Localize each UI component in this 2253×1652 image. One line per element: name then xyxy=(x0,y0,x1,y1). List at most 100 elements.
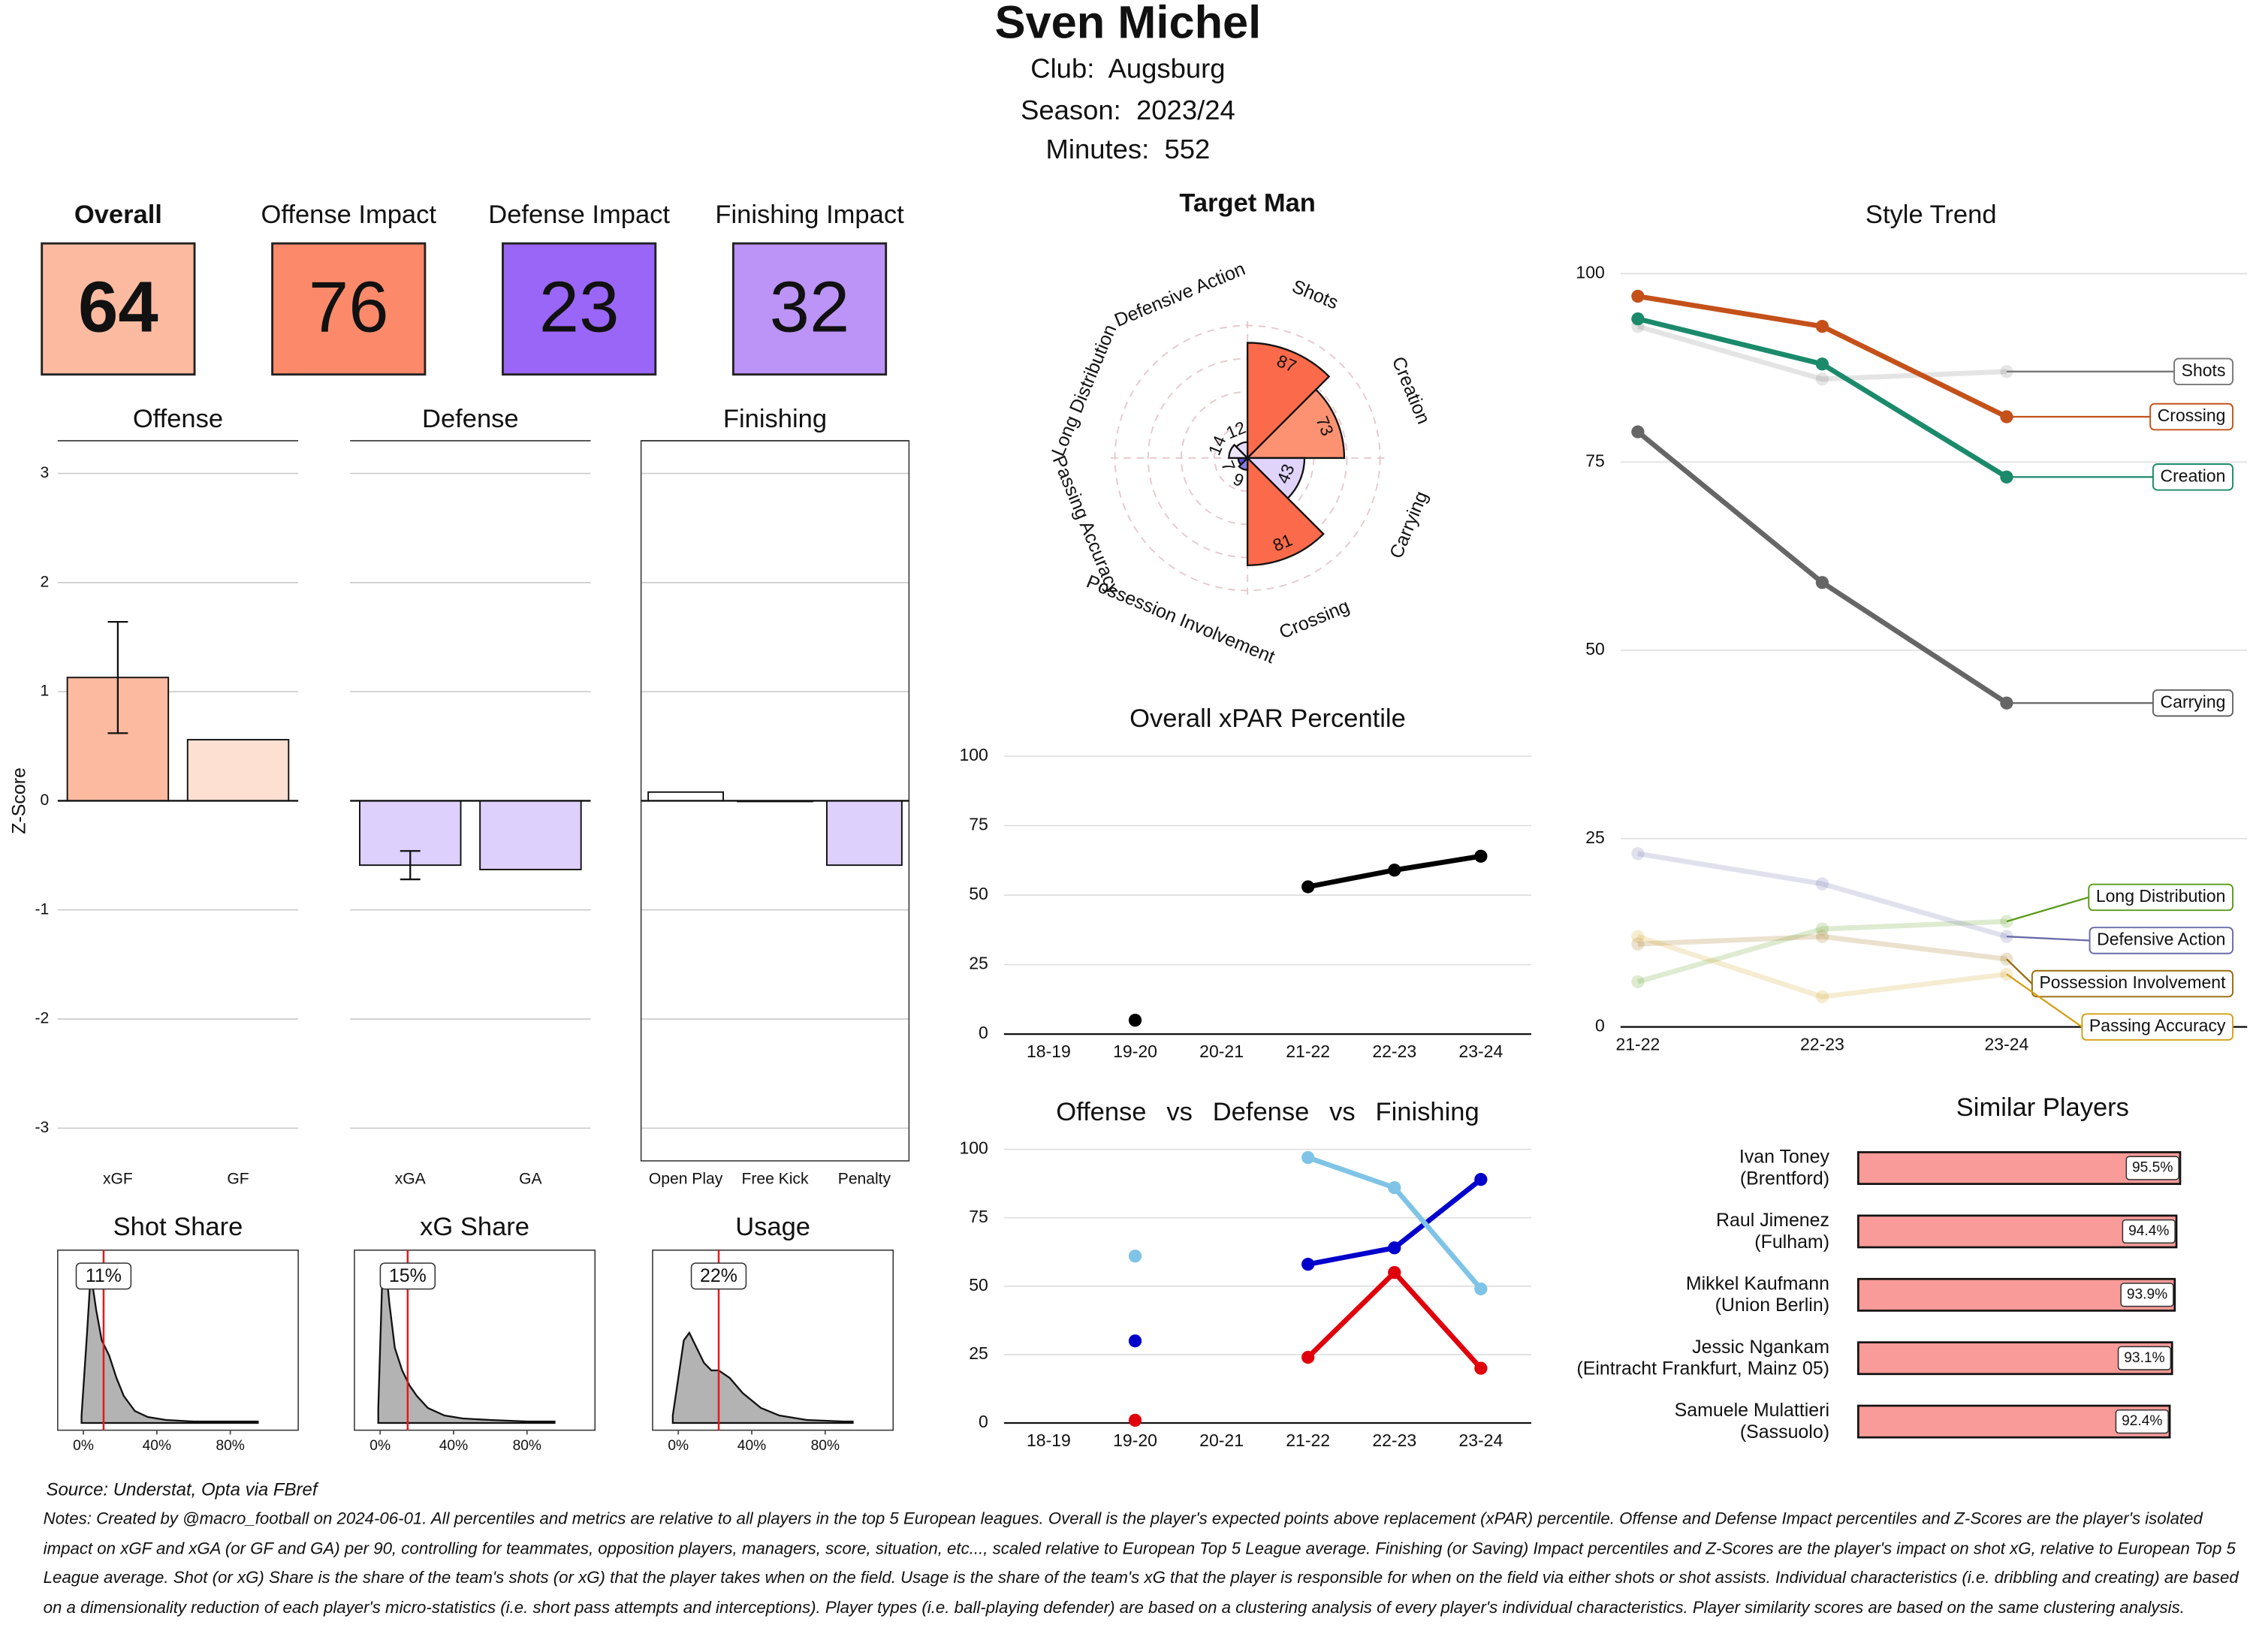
x-tick-label: 20-21 xyxy=(1199,1042,1244,1061)
point xyxy=(1301,1258,1315,1271)
value-label-box xyxy=(2115,1409,2169,1434)
end-label-box xyxy=(2081,1013,2234,1041)
value-label: 94.4% xyxy=(2128,1223,2169,1239)
x-tick-label: 0% xyxy=(369,1438,391,1454)
x-tick-label: 40% xyxy=(737,1438,766,1454)
marker-label-box xyxy=(75,1262,132,1290)
point xyxy=(1301,880,1315,894)
y-tick-label: 100 xyxy=(1576,263,1604,282)
series-line xyxy=(1637,294,2008,420)
panel-box xyxy=(57,1250,299,1431)
tile-value: 32 xyxy=(770,267,850,348)
value-label: 93.1% xyxy=(2124,1350,2164,1366)
x-tick-label: 0% xyxy=(73,1438,94,1454)
point xyxy=(1474,849,1488,863)
y-tick-label: 100 xyxy=(959,1138,988,1158)
point xyxy=(1631,937,1645,951)
player-club: (Brentford) xyxy=(1740,1168,1829,1189)
x-tick-label: 19-20 xyxy=(1113,1430,1157,1450)
x-tick-label: 21-22 xyxy=(1615,1035,1660,1054)
leader-line xyxy=(2006,896,2089,923)
category-label: Passing Accuracy xyxy=(1048,453,1124,598)
chart-title: Overall xPAR Percentile xyxy=(1130,704,1406,733)
chart-title: Similar Players xyxy=(1956,1093,2129,1122)
player-club: (Union Berlin) xyxy=(1715,1295,1829,1316)
x-tick-label: 22-23 xyxy=(1800,1035,1844,1054)
marker-label: 11% xyxy=(86,1265,122,1286)
leader-line xyxy=(2006,936,2090,942)
end-label: Long Distribution xyxy=(2096,886,2226,906)
x-tick-label: 19-20 xyxy=(1113,1042,1157,1061)
value-label: 92.4% xyxy=(2122,1413,2162,1429)
x-tick-label: xGF xyxy=(103,1170,133,1187)
point xyxy=(1631,289,1645,303)
end-label-box xyxy=(2152,463,2234,491)
tile-box xyxy=(271,242,427,376)
x-tick-label: 23-24 xyxy=(1458,1430,1503,1450)
player-name: Raul Jimenez xyxy=(1716,1210,1829,1231)
x-tick-label: 18-19 xyxy=(1027,1042,1071,1061)
y-tick-label: 75 xyxy=(969,815,988,834)
y-tick-label: 100 xyxy=(959,745,988,764)
leader-line xyxy=(2006,958,2033,984)
title-separator: vs xyxy=(1329,1098,1356,1126)
x-tick-label: 0% xyxy=(668,1438,689,1454)
end-label: Possession Involvement xyxy=(2039,972,2226,992)
point xyxy=(1474,1282,1488,1296)
end-label-box xyxy=(2089,927,2234,954)
y-tick-label: 3 xyxy=(41,464,50,481)
chart-title: Target Man xyxy=(1179,188,1316,217)
tile-box xyxy=(502,242,657,376)
point xyxy=(1815,372,1829,386)
error-bar xyxy=(400,850,421,881)
player-club: (Fulham) xyxy=(1754,1231,1829,1253)
point xyxy=(1388,1180,1401,1195)
panel-title: Finishing xyxy=(723,405,827,433)
point xyxy=(1128,1334,1142,1348)
y-tick-label: 25 xyxy=(969,1343,988,1363)
point xyxy=(1815,930,1829,943)
player-name: Sven Michel xyxy=(995,0,1262,49)
x-tick-label: Free Kick xyxy=(741,1170,808,1187)
y-tick-label: 0 xyxy=(1595,1016,1605,1036)
bar xyxy=(647,791,724,802)
tile-value: 76 xyxy=(309,267,389,348)
tile-box xyxy=(41,242,196,376)
error-bar xyxy=(107,620,128,734)
point xyxy=(1815,922,1829,936)
x-tick-label: 18-19 xyxy=(1027,1430,1071,1450)
x-tick-label: GF xyxy=(227,1170,249,1187)
player-name: Jessic Ngankam xyxy=(1692,1337,1829,1358)
leader-line xyxy=(2006,973,2083,1028)
x-tick-label: 23-24 xyxy=(1458,1042,1503,1061)
x-tick-label: GA xyxy=(519,1170,542,1187)
x-tick-label: 22-23 xyxy=(1372,1430,1416,1450)
value-label: 14 xyxy=(1205,433,1230,458)
value-label-box xyxy=(2117,1346,2172,1370)
end-label-box xyxy=(2152,689,2234,717)
panel-title: Defense xyxy=(422,405,519,433)
value-label: 95.5% xyxy=(2132,1160,2173,1176)
point xyxy=(1301,1350,1315,1364)
point xyxy=(1474,1173,1488,1186)
panel-title: Usage xyxy=(735,1213,810,1241)
polar-bar xyxy=(1245,388,1346,460)
point xyxy=(1815,877,1829,891)
point xyxy=(1631,930,1645,943)
y-tick-label: 50 xyxy=(969,884,988,903)
value-label: 9 xyxy=(1230,469,1247,490)
point xyxy=(1128,1413,1142,1427)
panel-box xyxy=(652,1250,894,1431)
point xyxy=(1631,975,1645,989)
y-tick-label: 25 xyxy=(1585,828,1605,847)
polar-bar xyxy=(1235,441,1249,460)
end-label: Creation xyxy=(2161,466,2226,485)
marker-label-box xyxy=(379,1262,436,1290)
notes-box: Notes: Created by @macro_football on 202… xyxy=(43,1509,2239,1617)
x-tick-label: 23-24 xyxy=(1985,1035,2029,1054)
x-tick-label: 80% xyxy=(811,1438,840,1454)
source: Source: Understat, Opta via FBref xyxy=(46,1480,318,1500)
notes: Notes: Created by @macro_football on 202… xyxy=(43,1509,2239,1617)
